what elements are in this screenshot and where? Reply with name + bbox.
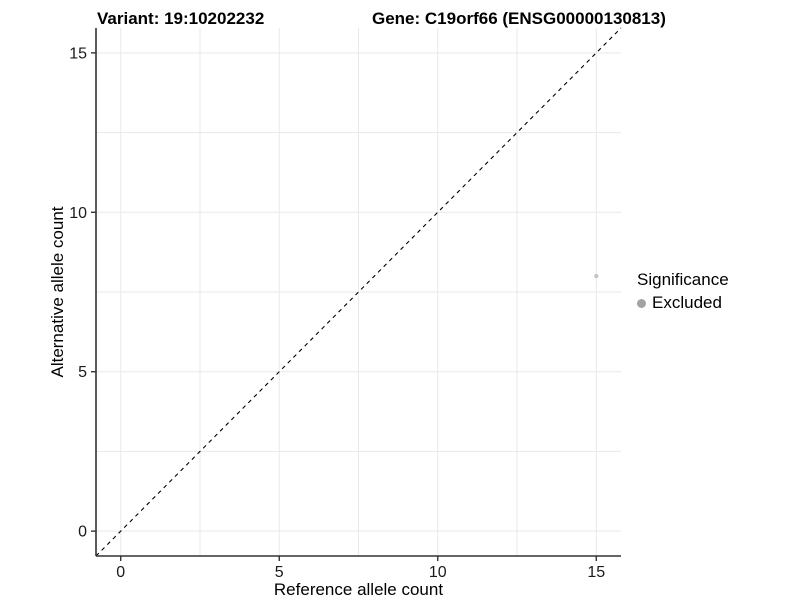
data-point (594, 273, 599, 279)
x-tick-label: 10 (429, 564, 447, 581)
legend-title: Significance (637, 270, 729, 289)
legend-key-dot-icon (637, 298, 646, 308)
x-tick-label: 15 (587, 564, 605, 581)
plot-title-gene: Gene: C19orf66 (ENSG00000130813) (372, 9, 666, 28)
y-tick-label: 0 (78, 524, 87, 541)
y-axis-title: Alternative allele count (48, 206, 67, 378)
x-tick-label: 5 (275, 564, 284, 581)
legend: Significance Excluded (637, 270, 729, 313)
x-tick-label: 0 (116, 564, 125, 581)
y-tick-label: 15 (69, 45, 87, 62)
x-axis-title: Reference allele count (273, 580, 444, 599)
y-tick-label: 5 (78, 364, 87, 381)
legend-item: Excluded (637, 293, 729, 313)
y-tick-label: 10 (69, 205, 87, 222)
plot-title-variant: Variant: 19:10202232 (97, 9, 265, 28)
legend-item-label: Excluded (652, 293, 722, 312)
